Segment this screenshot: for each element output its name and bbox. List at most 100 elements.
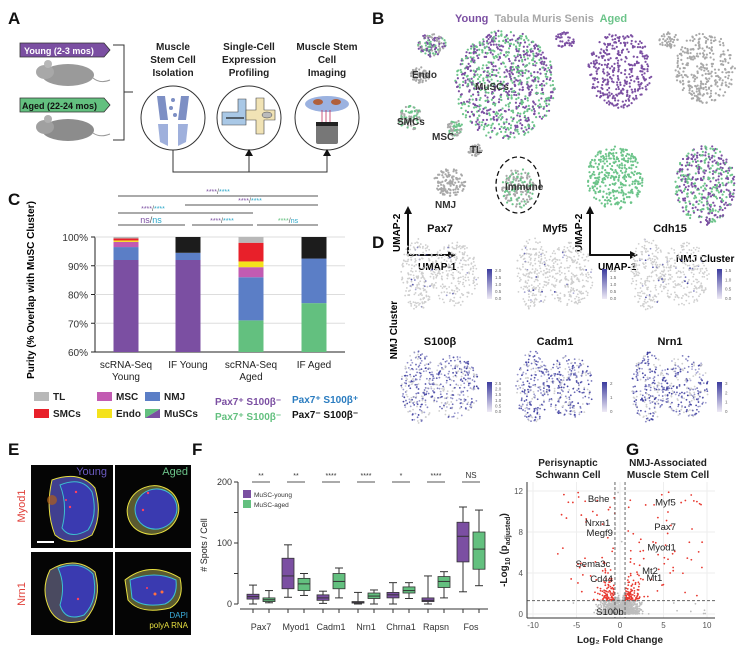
umap-point xyxy=(412,69,415,72)
umap-point xyxy=(724,68,727,71)
cell-point xyxy=(459,304,462,306)
cell-point xyxy=(638,257,641,260)
cell-point xyxy=(527,261,530,264)
cell-point xyxy=(461,256,464,259)
cell-point xyxy=(445,379,448,382)
umap-point xyxy=(506,134,509,137)
cell-point xyxy=(644,308,647,311)
umap-point xyxy=(491,90,494,94)
umap-point xyxy=(687,185,690,188)
umap-point xyxy=(436,176,439,180)
significance-label: ns/ns xyxy=(140,215,162,225)
cell-point xyxy=(424,403,427,406)
umap-point xyxy=(721,166,724,170)
umap-point xyxy=(603,99,606,102)
colorbar-tick: 1.5 xyxy=(725,268,732,273)
cell-point xyxy=(645,248,648,250)
cell-point xyxy=(632,267,635,270)
umap-point xyxy=(633,80,636,83)
cell-point xyxy=(636,268,639,271)
umap2-label-right: UMAP-2 xyxy=(574,213,585,252)
cell-point xyxy=(443,301,445,304)
cell-point xyxy=(439,268,442,270)
cell-point xyxy=(644,267,647,270)
umap-point xyxy=(523,114,527,118)
umap-point xyxy=(522,63,525,66)
umap-point xyxy=(528,198,532,201)
umap-point xyxy=(717,172,720,175)
imaging-icon xyxy=(294,85,360,151)
umap-point xyxy=(498,67,501,70)
umap-point xyxy=(701,74,704,77)
umap-point xyxy=(698,67,701,70)
cell-point xyxy=(693,299,696,302)
cell-point xyxy=(453,277,455,280)
umap-point xyxy=(458,86,461,89)
cell-point xyxy=(435,254,438,257)
cell-point xyxy=(646,294,648,297)
cell-point xyxy=(415,363,417,366)
umap-point xyxy=(705,219,708,223)
cell-point xyxy=(446,390,449,393)
y-tick-label: 90% xyxy=(68,262,88,273)
umap-point xyxy=(488,33,491,37)
cell-point xyxy=(631,265,634,268)
cell-point xyxy=(460,292,463,295)
cell-point xyxy=(651,306,654,308)
cell-point xyxy=(451,242,454,245)
cell-point xyxy=(466,271,469,274)
umap-point xyxy=(633,64,636,67)
umap-point xyxy=(415,109,418,112)
umap-point xyxy=(511,109,514,112)
cell-point xyxy=(658,265,661,268)
cell-point xyxy=(428,264,431,267)
umap-point xyxy=(493,40,496,43)
umap-point xyxy=(631,91,634,94)
cell-point xyxy=(413,264,416,267)
umap-point xyxy=(595,59,598,62)
cell-point xyxy=(571,259,573,262)
cell-point xyxy=(452,379,455,382)
cell-point xyxy=(701,267,704,270)
cell-point xyxy=(440,253,443,256)
umap-point xyxy=(500,116,504,120)
umap-point xyxy=(684,206,688,209)
umap-point xyxy=(694,158,697,161)
cell-point xyxy=(573,290,576,292)
umap-point xyxy=(457,188,460,191)
cell-point xyxy=(428,379,430,382)
cell-point xyxy=(657,279,660,282)
umap-point xyxy=(493,127,496,130)
cell-point xyxy=(462,281,465,284)
cell-point xyxy=(685,293,688,296)
umap-point xyxy=(526,81,529,84)
cell-point xyxy=(637,301,640,303)
cell-point xyxy=(641,245,644,248)
umap-point xyxy=(442,42,445,45)
umap-point xyxy=(416,111,419,114)
colorbar xyxy=(602,269,607,299)
cell-point xyxy=(409,364,412,367)
umap-point xyxy=(524,35,528,38)
umap-point xyxy=(673,35,676,39)
umap-point xyxy=(490,126,493,129)
significance-label: ****/**** xyxy=(206,189,230,196)
cell-point xyxy=(428,296,431,298)
cell-point xyxy=(646,279,649,282)
umap-point xyxy=(549,76,552,80)
cell-point xyxy=(420,403,423,406)
cell-point xyxy=(448,362,450,365)
cell-point xyxy=(691,260,693,263)
umap-point xyxy=(415,114,418,117)
umap-point xyxy=(517,173,520,176)
cell-point xyxy=(587,273,590,276)
umap-point xyxy=(487,109,490,112)
cell-point xyxy=(440,275,443,278)
umap-point xyxy=(549,71,552,74)
umap-point xyxy=(444,41,447,44)
cell-point xyxy=(543,269,545,272)
cell-point xyxy=(448,370,451,373)
umap-point xyxy=(635,97,638,100)
umap-point xyxy=(534,55,537,58)
cell-point xyxy=(675,293,677,296)
